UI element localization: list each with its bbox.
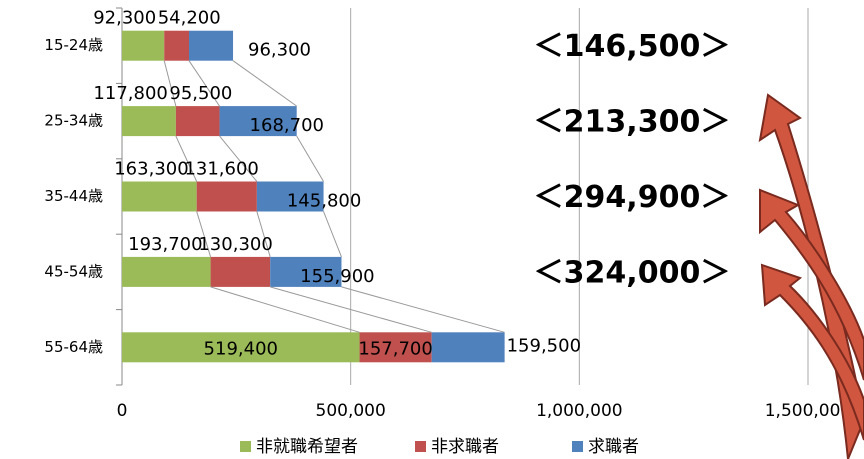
legend-swatch: [240, 441, 251, 452]
connector: [341, 287, 504, 332]
legend-label: 非就職希望者: [256, 437, 358, 457]
bar-segment: [122, 257, 211, 287]
y-tick-label: 35-44歳: [44, 187, 103, 205]
legend-swatch: [415, 441, 426, 452]
bar-segment: [164, 31, 189, 61]
x-tick-label: 0: [117, 401, 128, 421]
annotation: ＜324,000＞: [534, 255, 731, 290]
y-tick-label: 55-64歳: [44, 338, 103, 356]
value-label: 519,400: [204, 338, 278, 359]
annotation: ＜294,900＞: [534, 180, 731, 215]
x-tick-label: 1,500,000: [765, 401, 852, 421]
y-tick-label: 25-34歳: [44, 112, 103, 130]
value-label: 54,200: [158, 8, 221, 29]
value-label: 92,300: [93, 8, 156, 29]
value-label: 159,500: [507, 335, 581, 356]
value-label: 193,700: [128, 234, 202, 255]
legend-label: 求職者: [588, 437, 639, 457]
connector: [297, 136, 324, 181]
y-tick-label: 15-24歳: [44, 36, 103, 54]
value-label: 130,300: [198, 234, 272, 255]
bar-segment: [189, 31, 233, 61]
bar-segment: [197, 182, 257, 212]
chart: 0 500,000 1,000,000 1,500,000 15-24歳 25-34歳 35…: [0, 0, 864, 459]
bar-segment: [122, 182, 197, 212]
value-label: 168,700: [250, 115, 324, 136]
annotation: ＜213,300＞: [534, 105, 731, 140]
connector: [324, 212, 342, 257]
legend-label: 非求職者: [431, 437, 499, 457]
y-tick-label: 45-54歳: [44, 262, 103, 280]
x-tick-label: 1,000,000: [536, 401, 623, 421]
annotation: ＜146,500＞: [534, 29, 731, 64]
value-label: 96,300: [248, 40, 311, 61]
value-label: 145,800: [287, 191, 361, 212]
legend-swatch: [572, 441, 583, 452]
value-label: 95,500: [169, 83, 232, 104]
connector: [233, 61, 297, 106]
bar-segment: [176, 106, 220, 136]
value-label: 155,900: [300, 266, 374, 287]
value-label: 157,700: [358, 338, 432, 359]
x-tick-label: 500,000: [316, 401, 386, 421]
bar-segment: [122, 31, 164, 61]
value-label: 131,600: [184, 159, 258, 180]
value-label: 163,300: [114, 159, 188, 180]
value-label: 117,800: [93, 83, 167, 104]
connector: [211, 287, 360, 332]
bar-segment: [122, 106, 176, 136]
bar-segment: [211, 257, 271, 287]
bar-segment: [432, 332, 505, 362]
